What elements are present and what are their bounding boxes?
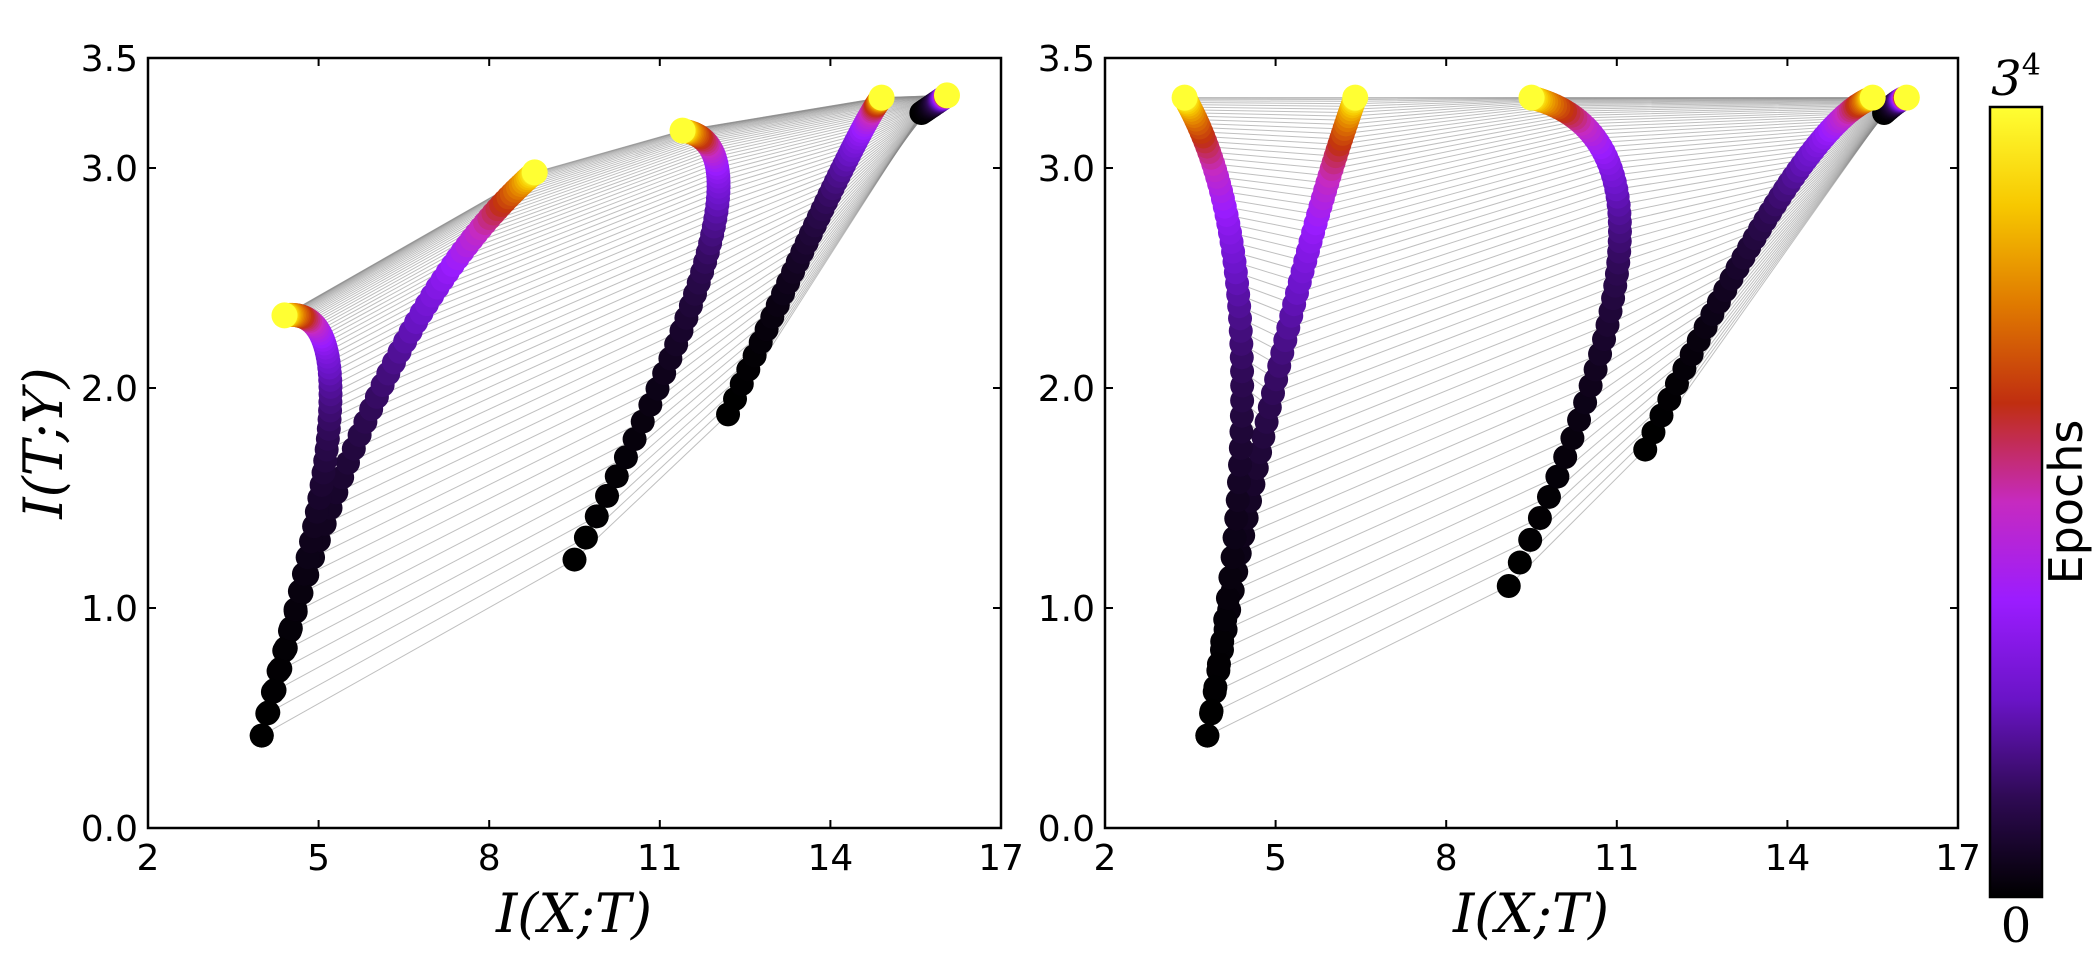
epoch-marker xyxy=(1342,84,1369,111)
right-plot-frame xyxy=(1103,56,1960,830)
epoch-marker xyxy=(1496,574,1521,598)
epoch-connector-line xyxy=(261,112,922,737)
epoch-marker xyxy=(1228,452,1253,477)
epoch-marker xyxy=(1518,527,1543,552)
trajectory-layer-5 xyxy=(1171,84,1255,748)
epoch-marker xyxy=(1199,699,1224,724)
y-tick-label: 3.0 xyxy=(1038,149,1095,190)
epoch-marker xyxy=(256,700,281,725)
left-x-axis-label: I(X;T) xyxy=(495,882,652,945)
epoch-marker xyxy=(933,82,960,109)
epoch-marker xyxy=(273,636,298,661)
y-tick-label: 0.0 xyxy=(81,809,138,850)
x-tick-label: 8 xyxy=(1435,838,1458,879)
trajectory-layer-3 xyxy=(1496,84,1632,598)
colorbar-label: Epochs xyxy=(2039,420,2093,585)
epoch-marker xyxy=(1226,470,1251,495)
epoch-connector-line xyxy=(286,94,947,316)
epoch-connector-line xyxy=(1207,112,1885,737)
epoch-marker xyxy=(669,117,696,144)
y-tick-label: 3.5 xyxy=(81,39,138,80)
epoch-marker xyxy=(1220,545,1245,570)
epoch-marker xyxy=(1893,84,1920,111)
x-tick-label: 5 xyxy=(1264,838,1287,879)
y-tick-label: 2.0 xyxy=(81,369,138,410)
epoch-marker xyxy=(562,547,587,572)
x-tick-label: 14 xyxy=(807,838,853,879)
epoch-marker xyxy=(1545,464,1570,489)
right-trajectories xyxy=(1171,84,1920,748)
epoch-marker xyxy=(1224,506,1249,531)
trajectory-layer-2 xyxy=(716,84,895,427)
epoch-marker xyxy=(262,678,287,703)
epoch-marker xyxy=(595,483,620,508)
x-tick-label: 5 xyxy=(307,838,330,879)
x-tick-label: 17 xyxy=(978,838,1024,879)
epoch-marker xyxy=(868,84,895,111)
epoch-marker xyxy=(1222,525,1247,550)
x-tick-label: 8 xyxy=(478,838,501,879)
epoch-marker xyxy=(521,159,548,186)
epoch-marker xyxy=(1507,550,1532,575)
trajectory-layer-3 xyxy=(562,117,731,572)
right-ticks: 2 5 8 11 14 17 0.0 1.0 2.0 3.0 3.5 xyxy=(1038,39,1981,879)
epoch-marker xyxy=(1527,506,1552,531)
right-panel: 2 5 8 11 14 17 0.0 1.0 2.0 3.0 3.5 I(X;T) xyxy=(1038,39,1981,945)
y-tick-label: 3.0 xyxy=(81,149,138,190)
trajectory-layer-1 xyxy=(909,82,960,125)
epoch-marker xyxy=(1536,484,1561,509)
epoch-marker xyxy=(1215,586,1240,611)
epoch-marker xyxy=(1213,607,1238,632)
epoch-marker xyxy=(1218,565,1243,590)
epoch-marker xyxy=(1859,84,1886,111)
colorbar: 34 0 Epochs xyxy=(1988,48,2093,954)
epoch-marker xyxy=(249,723,274,748)
left-trajectories xyxy=(249,82,960,748)
x-tick-label: 2 xyxy=(137,838,160,879)
colorbar-top-label: 34 xyxy=(1991,48,2041,107)
epoch-marker xyxy=(1203,675,1228,700)
epoch-marker xyxy=(1225,488,1250,513)
right-epoch-lines xyxy=(1184,97,1907,737)
epoch-marker xyxy=(283,597,308,622)
epoch-marker xyxy=(1518,84,1545,111)
y-tick-label: 1.0 xyxy=(1038,589,1095,630)
epoch-marker xyxy=(1206,652,1231,677)
left-plot-frame xyxy=(146,56,1003,830)
epoch-marker xyxy=(268,656,293,681)
trajectory-layer-1 xyxy=(1872,84,1920,125)
colorbar-bar xyxy=(1988,105,2044,899)
epoch-marker xyxy=(1171,84,1198,111)
x-tick-label: 17 xyxy=(1935,838,1981,879)
colorbar-bottom-label: 0 xyxy=(2001,898,2032,954)
trajectory-layer-5 xyxy=(249,302,343,748)
epoch-marker xyxy=(1210,629,1235,654)
epoch-marker xyxy=(573,525,598,550)
epoch-marker xyxy=(278,616,303,641)
trajectory-layer-2 xyxy=(1633,84,1886,462)
y-tick-label: 1.0 xyxy=(81,589,138,630)
epoch-marker xyxy=(584,504,609,529)
x-tick-label: 14 xyxy=(1764,838,1810,879)
right-x-axis-label: I(X;T) xyxy=(1452,882,1609,945)
left-panel: 2 5 8 11 14 17 0.0 1.0 2.0 3.0 3.5 I(X;T) I(T;Y) xyxy=(12,39,1024,945)
x-tick-label: 11 xyxy=(637,838,683,879)
y-tick-label: 0.0 xyxy=(1038,809,1095,850)
y-tick-label: 3.5 xyxy=(1038,39,1095,80)
x-tick-label: 2 xyxy=(1094,838,1117,879)
epoch-marker xyxy=(604,464,629,489)
epoch-connector-line xyxy=(285,94,947,316)
epoch-marker xyxy=(1553,444,1578,469)
left-y-axis-label: I(T;Y) xyxy=(12,367,75,519)
epoch-marker xyxy=(613,445,638,470)
trajectory-layer-4 xyxy=(249,159,548,748)
epoch-marker xyxy=(1195,723,1220,748)
epoch-marker xyxy=(271,302,298,329)
epoch-marker xyxy=(1560,426,1585,451)
x-tick-label: 11 xyxy=(1594,838,1640,879)
left-ticks: 2 5 8 11 14 17 0.0 1.0 2.0 3.0 3.5 xyxy=(81,39,1024,879)
y-tick-label: 2.0 xyxy=(1038,369,1095,410)
